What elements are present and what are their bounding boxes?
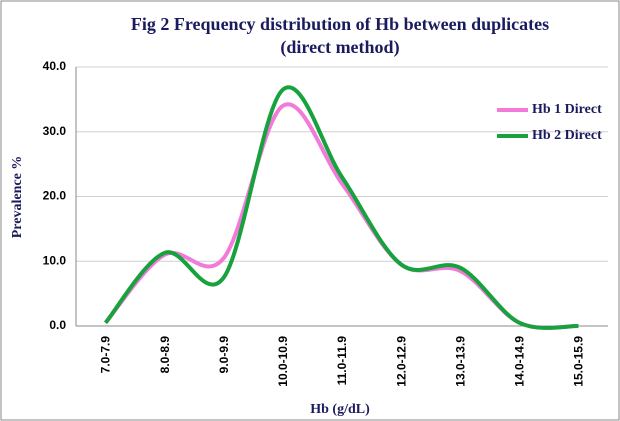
chart-title: Fig 2 Frequency distribution of Hb betwe…	[131, 14, 549, 34]
x-tick-label: 13.0-13.9	[453, 336, 467, 387]
y-tick-label: 0.0	[49, 318, 66, 332]
chart-subtitle: (direct method)	[280, 37, 399, 58]
y-tick-label: 20.0	[43, 189, 67, 203]
legend-label: Hb 2 Direct	[532, 128, 602, 143]
legend-label: Hb 1 Direct	[532, 102, 602, 117]
y-tick-label: 30.0	[43, 124, 67, 138]
x-axis-label: Hb (g/dL)	[310, 402, 370, 417]
x-tick-label: 8.0-8.9	[158, 336, 172, 374]
y-tick-label: 40.0	[43, 59, 67, 73]
x-tick-label: 14.0-14.9	[513, 336, 527, 387]
x-tick-label: 11.0-11.9	[335, 336, 349, 386]
series-line	[103, 85, 579, 330]
y-tick-label: 10.0	[43, 253, 67, 267]
y-axis-label: Prevalence %	[10, 156, 25, 239]
x-tick-label: 15.0-15.9	[572, 336, 586, 387]
x-tick-label: 10.0-10.9	[276, 336, 290, 387]
x-tick-label: 9.0-9.9	[217, 336, 231, 374]
x-tick-label: 12.0-12.9	[394, 336, 408, 387]
x-tick-label: 7.0-7.9	[99, 336, 113, 374]
